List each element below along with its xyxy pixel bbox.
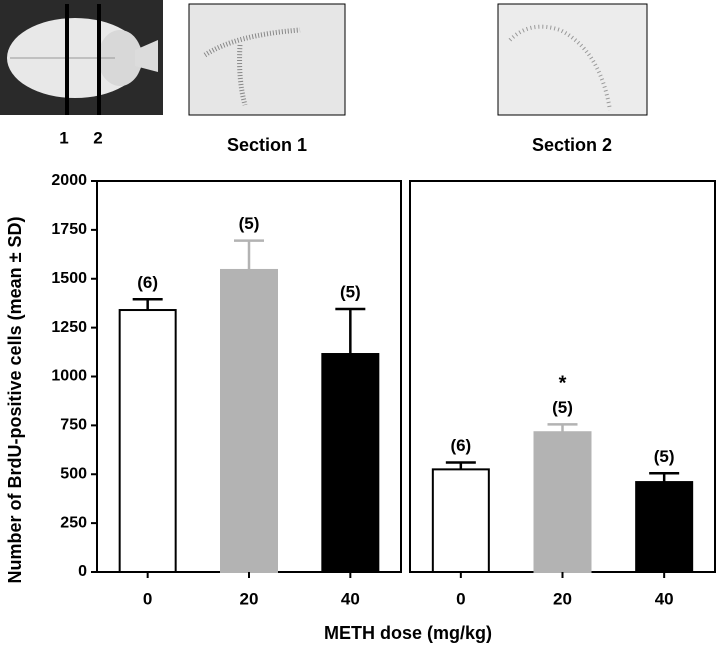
- section-mark: 1: [59, 128, 68, 147]
- section-mark: 2: [93, 128, 102, 147]
- y-tick-label: 2000: [51, 172, 87, 189]
- panel-title: Section 2: [532, 135, 612, 155]
- x-tick-label: 20: [240, 589, 259, 608]
- y-tick-label: 250: [60, 514, 87, 531]
- n-label: (6): [450, 436, 471, 455]
- y-tick-label: 500: [60, 465, 87, 482]
- bar: [220, 268, 278, 573]
- x-tick-label: 40: [655, 589, 674, 608]
- n-label: (5): [654, 447, 675, 466]
- y-tick-label: 0: [78, 563, 87, 580]
- n-label: (5): [340, 283, 361, 302]
- section-image: [497, 3, 648, 116]
- bar: [321, 353, 380, 573]
- y-tick-label: 1500: [51, 270, 87, 287]
- section-image: [188, 3, 346, 116]
- x-tick-label: 40: [341, 589, 360, 608]
- n-label: (6): [137, 273, 158, 292]
- x-tick-label: 0: [143, 589, 152, 608]
- x-axis-label: METH dose (mg/kg): [324, 623, 492, 643]
- y-tick-label: 1250: [51, 319, 87, 336]
- n-label: (5): [239, 214, 260, 233]
- brain-photo: [0, 0, 163, 115]
- bar: [635, 481, 694, 574]
- n-label: (5): [552, 398, 573, 417]
- bar: [118, 309, 177, 573]
- y-tick-label: 1750: [51, 221, 87, 238]
- x-tick-label: 0: [456, 589, 465, 608]
- y-tick-label: 1000: [51, 368, 87, 385]
- bar: [431, 468, 490, 573]
- significance-mark: *: [559, 373, 567, 395]
- y-tick-label: 750: [60, 417, 87, 434]
- panel-title: Section 1: [227, 135, 307, 155]
- y-axis-label: Number of BrdU-positive cells (mean ± SD…: [5, 217, 25, 584]
- x-tick-label: 20: [553, 589, 572, 608]
- bar: [533, 431, 592, 573]
